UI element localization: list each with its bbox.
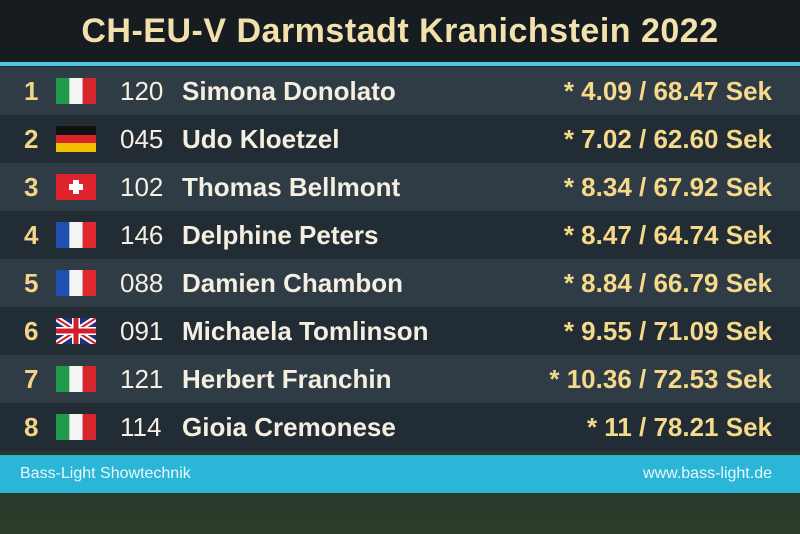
result: * 9.55 / 71.09 Sek bbox=[563, 316, 772, 346]
athlete-name: Michaela Tomlinson bbox=[182, 316, 429, 346]
result: * 7.02 / 62.60 Sek bbox=[563, 124, 772, 154]
result-row: 2 045 Udo Kloetzel * 7.02 / 62.60 Sek bbox=[0, 115, 800, 163]
bib: 146 bbox=[120, 220, 164, 250]
flag bbox=[56, 126, 96, 152]
rank: 4 bbox=[24, 220, 39, 250]
result-row: 8 114 Gioia Cremonese * 11 / 78.21 Sek bbox=[0, 403, 800, 451]
footer-left: Bass-Light Showtechnik bbox=[20, 465, 191, 482]
bib: 114 bbox=[120, 412, 162, 442]
footer: Bass-Light Showtechnik www.bass-light.de bbox=[0, 455, 800, 493]
flag bbox=[56, 318, 96, 344]
athlete-name: Herbert Franchin bbox=[182, 364, 392, 394]
flag bbox=[56, 78, 96, 104]
bib: 121 bbox=[120, 364, 164, 394]
result-row: 6 091 Michaela Tomlinson * 9.55 / 71.09 … bbox=[0, 307, 800, 355]
title: CH-EU-V Darmstadt Kranichstein 2022 bbox=[81, 12, 719, 50]
footer-right: www.bass-light.de bbox=[643, 465, 772, 482]
athlete-name: Thomas Bellmont bbox=[182, 172, 401, 202]
result-row: 3 102 Thomas Bellmont * 8.34 / 67.92 Sek bbox=[0, 163, 800, 211]
result: * 8.34 / 67.92 Sek bbox=[563, 172, 772, 202]
result: * 10.36 / 72.53 Sek bbox=[549, 364, 772, 394]
result-row: 7 121 Herbert Franchin * 10.36 / 72.53 S… bbox=[0, 355, 800, 403]
athlete-name: Damien Chambon bbox=[182, 268, 404, 298]
flag bbox=[56, 414, 96, 440]
bib: 091 bbox=[120, 316, 164, 346]
result: * 8.47 / 64.74 Sek bbox=[563, 220, 772, 250]
result-row: 4 146 Delphine Peters * 8.47 / 64.74 Sek bbox=[0, 211, 800, 259]
rank: 3 bbox=[24, 172, 39, 202]
rank: 7 bbox=[24, 364, 39, 394]
athlete-name: Gioia Cremonese bbox=[182, 412, 396, 442]
rank: 2 bbox=[24, 124, 39, 154]
bib: 120 bbox=[120, 76, 164, 106]
result: * 11 / 78.21 Sek bbox=[586, 412, 772, 442]
rank: 8 bbox=[24, 412, 39, 442]
rank: 6 bbox=[24, 316, 39, 346]
bib: 045 bbox=[120, 124, 164, 154]
rank: 5 bbox=[24, 268, 39, 298]
rank: 1 bbox=[24, 76, 39, 106]
flag bbox=[56, 366, 96, 392]
bib: 102 bbox=[120, 172, 164, 202]
bib: 088 bbox=[120, 268, 164, 298]
flag bbox=[56, 270, 96, 296]
flag bbox=[56, 174, 96, 200]
athlete-name: Delphine Peters bbox=[182, 220, 379, 250]
header: CH-EU-V Darmstadt Kranichstein 2022 bbox=[0, 0, 800, 62]
result: * 4.09 / 68.47 Sek bbox=[563, 76, 772, 106]
header-rule bbox=[0, 62, 800, 66]
athlete-name: Udo Kloetzel bbox=[182, 124, 340, 154]
result-row: 5 088 Damien Chambon * 8.84 / 66.79 Sek bbox=[0, 259, 800, 307]
flag bbox=[56, 222, 96, 248]
result: * 8.84 / 66.79 Sek bbox=[563, 268, 772, 298]
result-row: 1 120 Simona Donolato * 4.09 / 68.47 Sek bbox=[0, 67, 800, 115]
athlete-name: Simona Donolato bbox=[182, 76, 396, 106]
